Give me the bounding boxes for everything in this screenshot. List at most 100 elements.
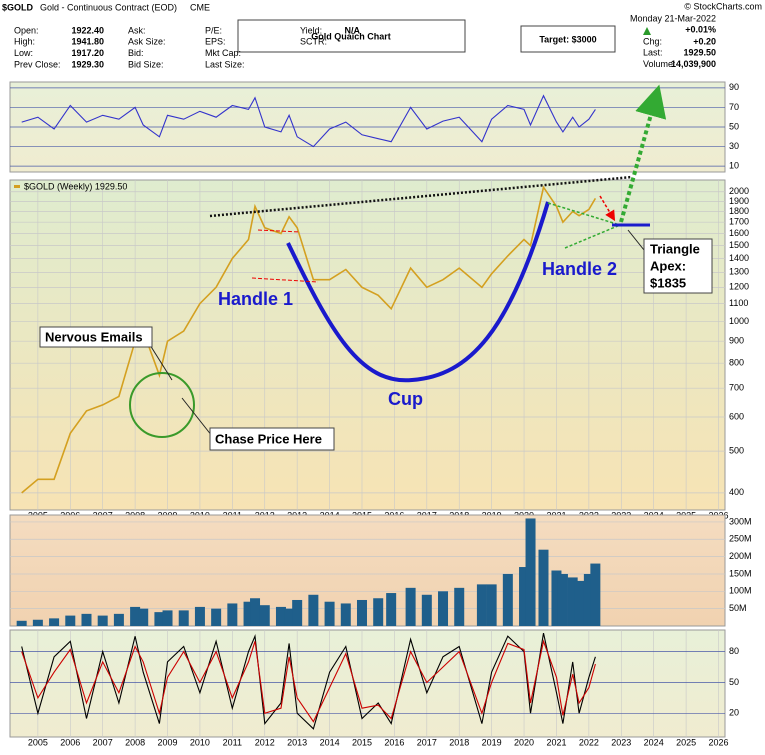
bar xyxy=(308,594,319,626)
x-tick-label: 2011 xyxy=(223,737,242,747)
x-tick-label: 2023 xyxy=(611,737,631,747)
field-label: Ask: xyxy=(128,25,146,35)
bar xyxy=(567,577,578,626)
chart-title: Gold Quaich Chart xyxy=(311,31,391,41)
y-tick-label: 1900 xyxy=(729,196,749,206)
bar xyxy=(162,610,173,626)
date: Monday 21-Mar-2022 xyxy=(630,13,716,23)
bar xyxy=(32,619,43,626)
bar xyxy=(49,618,60,626)
bar xyxy=(292,599,303,626)
bar xyxy=(486,584,497,626)
field-label: Last Size: xyxy=(205,59,245,69)
legend-swatch xyxy=(14,185,20,188)
line xyxy=(21,94,596,148)
x-tick-label: 2015 xyxy=(352,737,372,747)
field-value: 1929.30 xyxy=(71,59,104,69)
trend-line xyxy=(209,175,633,218)
y-tick-label: 600 xyxy=(729,411,744,421)
field-label: Mkt Cap: xyxy=(205,48,241,58)
bar xyxy=(574,580,585,626)
bar xyxy=(356,599,367,626)
bar xyxy=(154,612,165,626)
cup-curve xyxy=(286,201,550,383)
x-tick-label: 2025 xyxy=(676,737,696,747)
y-tick-label: 200M xyxy=(729,551,752,561)
bar xyxy=(97,615,108,626)
y-tick-label: 50 xyxy=(729,677,739,687)
x-tick-label: 2020 xyxy=(514,737,534,747)
bar xyxy=(227,603,238,626)
y-tick-label: 300M xyxy=(729,516,752,526)
y-tick-label: 20 xyxy=(729,708,739,718)
bar xyxy=(519,567,530,626)
handle-line xyxy=(257,229,301,233)
callout-line xyxy=(181,397,213,437)
bar xyxy=(405,587,416,626)
bar xyxy=(557,573,568,626)
field-label: Last: xyxy=(643,48,663,58)
y-tick-label: 1300 xyxy=(729,267,749,277)
handle-line xyxy=(251,277,319,283)
bar xyxy=(250,598,261,626)
exchange: CME xyxy=(190,2,210,12)
field-label: EPS: xyxy=(205,37,226,47)
target-box xyxy=(520,25,616,53)
y-tick-label: 2000 xyxy=(729,186,749,196)
y-tick-label: 1800 xyxy=(729,206,749,216)
y-tick-label: 1400 xyxy=(729,253,749,263)
bar xyxy=(502,573,513,626)
triangle-line xyxy=(547,202,621,226)
bar xyxy=(421,594,432,626)
title-box xyxy=(237,19,466,53)
x-tick-label: 2026 xyxy=(709,737,729,747)
y-tick-label: 500 xyxy=(729,445,744,455)
y-tick-label: 700 xyxy=(729,383,744,393)
label-box xyxy=(643,238,713,294)
bar xyxy=(525,518,536,626)
field-label: P/E: xyxy=(205,25,222,35)
field-value: 14,039,900 xyxy=(671,59,716,69)
line xyxy=(21,639,596,723)
field-label: Ask Size: xyxy=(128,37,166,47)
y-tick-label: 400 xyxy=(729,487,744,497)
field-label: Yield: xyxy=(300,25,322,35)
line xyxy=(21,632,596,730)
y-tick-label: 100M xyxy=(729,586,752,596)
field-value: 1917.20 xyxy=(71,48,104,58)
y-tick-label: 50M xyxy=(729,603,747,613)
bar xyxy=(259,605,270,626)
field-value: 1941.80 xyxy=(71,37,104,47)
annotation: Cup xyxy=(388,389,423,409)
field-value: +0.20 xyxy=(693,36,716,46)
field-label: Open: xyxy=(14,25,39,35)
bar xyxy=(551,570,562,626)
x-tick-label: 2006 xyxy=(60,737,80,747)
x-tick-label: 2024 xyxy=(644,737,664,747)
field-value: 1929.50 xyxy=(683,48,716,58)
bar xyxy=(243,601,254,626)
x-tick-label: 2016 xyxy=(384,737,404,747)
bar xyxy=(16,620,27,626)
y-tick-label: 10 xyxy=(729,161,739,171)
bar xyxy=(438,591,449,626)
annotation: Handle 2 xyxy=(542,259,617,279)
red-arrow xyxy=(599,195,616,222)
field-label: Bid: xyxy=(128,48,144,58)
credit: © StockCharts.com xyxy=(684,1,762,11)
x-tick-label: 2010 xyxy=(190,737,210,747)
header: $GOLD Gold - Continuous Contract (EOD) C… xyxy=(2,1,762,69)
label-box xyxy=(39,326,153,348)
target-arrow xyxy=(619,84,667,223)
field-label: Volume: xyxy=(643,59,676,69)
panels: 10 30 50 70 90 2005 2006 2007 2008 2009 2010 2011 20… xyxy=(9,81,752,747)
legend-label: $GOLD (Weekly) 1929.50 xyxy=(24,181,127,191)
bar xyxy=(211,608,222,626)
field-label: Prev Close: xyxy=(14,59,61,69)
annotation: Apex: xyxy=(650,258,686,273)
bar xyxy=(130,606,141,626)
x-tick-label: 2012 xyxy=(255,737,275,747)
bar xyxy=(65,615,76,626)
bar xyxy=(340,603,351,626)
y-tick-label: 250M xyxy=(729,534,752,544)
